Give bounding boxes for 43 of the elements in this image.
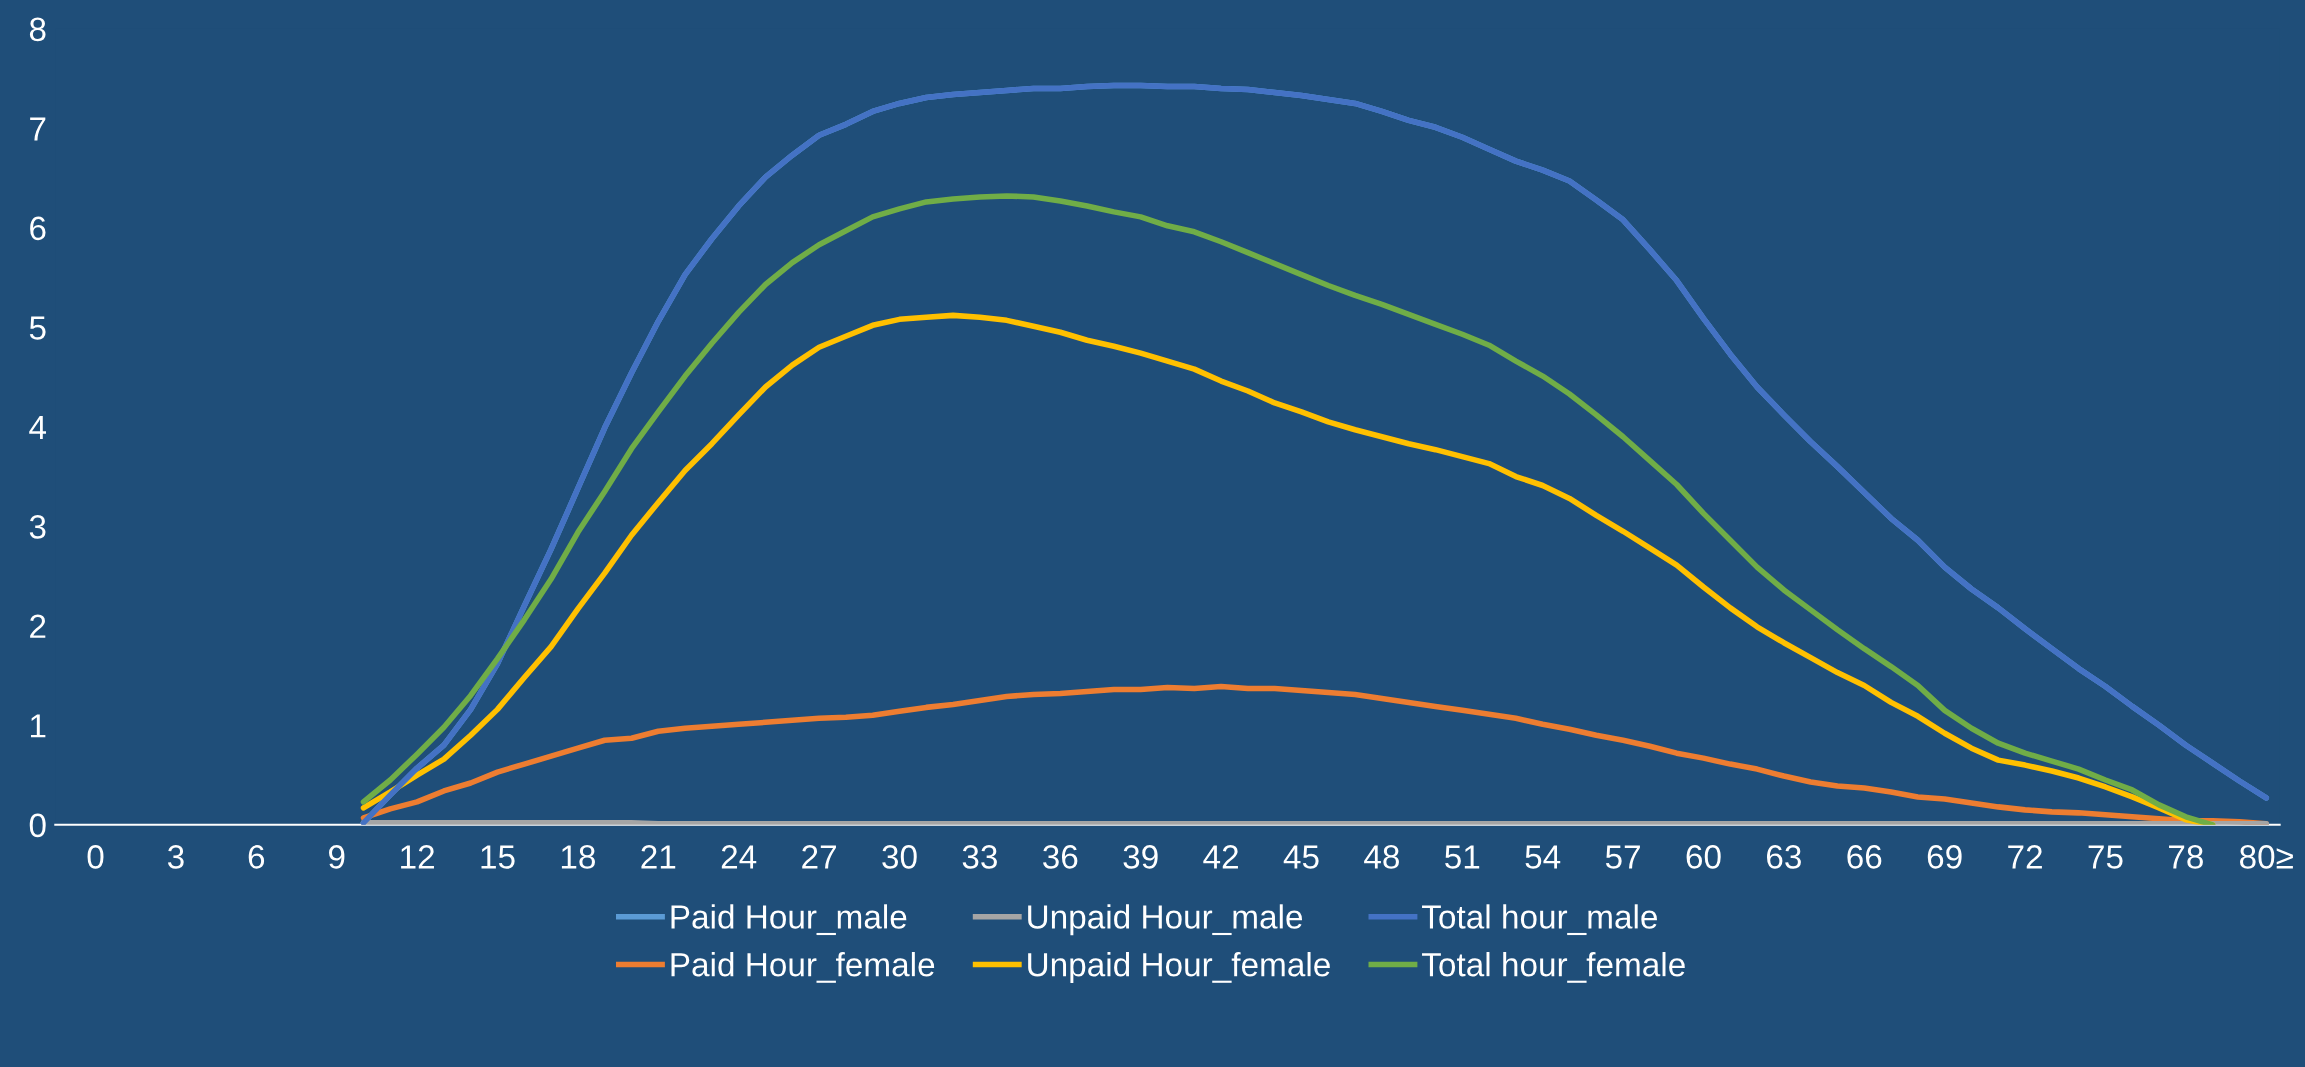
y-tick-label: 8 — [29, 17, 46, 42]
x-tick-label: 72 — [2008, 845, 2042, 869]
x-tick-label: 48 — [1364, 845, 1399, 869]
y-tick-label: 2 — [30, 614, 46, 638]
x-tick-label: 66 — [1847, 845, 1882, 869]
x-tick-label: 57 — [1605, 845, 1640, 869]
x-tick-label: 36 — [1043, 845, 1078, 869]
x-tick-label: 42 — [1203, 845, 1238, 869]
x-tick-label: 6 — [248, 845, 265, 869]
x-tick-label: 30 — [882, 845, 917, 869]
legend-label: Paid Hour_female — [671, 952, 935, 983]
x-tick-label: 33 — [962, 845, 997, 869]
y-tick-label: 0 — [29, 813, 46, 838]
x-tick-label: 27 — [802, 845, 836, 869]
legend-label: Total hour_female — [1422, 952, 1685, 983]
x-tick-label: 12 — [401, 845, 434, 869]
x-tick-label: 0 — [87, 845, 104, 869]
y-tick-label: 6 — [30, 216, 46, 241]
x-tick-label: 78 — [2169, 845, 2203, 869]
y-tick-label: 3 — [29, 515, 46, 539]
x-tick-label: 24 — [721, 845, 757, 869]
x-tick-label: 9 — [329, 845, 345, 869]
x-tick-label: 21 — [641, 845, 676, 869]
x-tick-label: 60 — [1686, 845, 1721, 869]
x-tick-label: 18 — [561, 845, 595, 869]
legend-label: Total hour_male — [1422, 904, 1657, 936]
y-tick-label: 7 — [30, 117, 46, 141]
x-tick-label: 80≥ — [2240, 845, 2293, 869]
x-tick-label: 3 — [167, 845, 184, 869]
y-tick-label: 5 — [29, 316, 46, 340]
x-tick-label: 45 — [1283, 845, 1319, 869]
legend-label: Unpaid Hour_female — [1028, 952, 1330, 984]
x-tick-label: 63 — [1767, 845, 1801, 869]
y-tick-label: 1 — [30, 714, 46, 738]
x-tick-label: 39 — [1123, 845, 1158, 869]
y-tick-label: 4 — [29, 415, 47, 439]
x-tick-label: 75 — [2088, 845, 2123, 869]
x-tick-label: 15 — [481, 845, 515, 869]
x-tick-label: 51 — [1445, 845, 1480, 869]
x-tick-label: 69 — [1927, 845, 1962, 869]
legend-label: Paid Hour_male — [671, 904, 907, 936]
legend-label: Unpaid Hour_male — [1028, 904, 1303, 936]
x-tick-label: 54 — [1525, 845, 1561, 869]
